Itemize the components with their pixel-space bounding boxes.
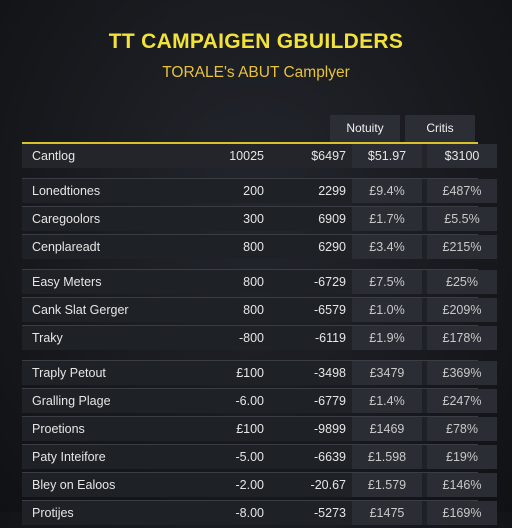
table-row[interactable]: Bley on Ealoos -2.00 -20.67 £1.579 £146% — [22, 472, 497, 497]
row-notuity: £1.9% — [352, 326, 422, 350]
row-critis: £5.5% — [427, 207, 497, 231]
row-value-1: 200 — [243, 184, 264, 198]
row-critis: £369% — [427, 361, 497, 385]
column-header-notuity[interactable]: Notuity — [330, 115, 400, 142]
row-name: Easy Meters — [32, 275, 102, 289]
row-value-1: 300 — [243, 212, 264, 226]
row-name: Caregoolors — [32, 212, 101, 226]
row-name: Cantlog — [32, 149, 76, 163]
page-title: TT CAMPAIGEN GBUILDERS — [108, 30, 404, 53]
row-value-2: $6497 — [311, 149, 346, 163]
row-value-2: -6639 — [314, 450, 346, 464]
row-name: Proetions — [32, 422, 85, 436]
table-row[interactable]: Lonedtiones 200 2299 £9.4% £487% — [22, 178, 497, 203]
row-value-2: -3498 — [314, 366, 346, 380]
row-value-2: -20.67 — [310, 478, 346, 492]
table-row[interactable]: Cenplareadt 800 6290 £3.4% £215% — [22, 234, 497, 259]
row-name: Gralling Plage — [32, 394, 111, 408]
row-notuity: £1.7% — [352, 207, 422, 231]
row-notuity: £1.4% — [352, 389, 422, 413]
row-value-1: -5.00 — [235, 450, 265, 464]
row-notuity: £1.0% — [352, 298, 422, 322]
row-value-2: -9899 — [314, 422, 346, 436]
data-table: Cantlog 10025 $6497 $51.97 $3100 Lonedtiones 2… — [22, 142, 497, 528]
table-row[interactable]: Easy Meters 800 -6729 £7.5% £25% — [22, 269, 497, 294]
row-value-1: -6.00 — [235, 394, 265, 408]
row-critis: £78% — [427, 417, 497, 441]
row-name: Cank Slat Gerger — [32, 303, 129, 317]
row-value-2: 6290 — [318, 240, 346, 254]
table-row[interactable]: Gralling Plage -6.00 -6779 £1.4% £247% — [22, 388, 497, 413]
row-value-1: -800 — [238, 331, 264, 345]
row-name: Traply Petout — [32, 366, 106, 380]
row-critis: £209% — [427, 298, 497, 322]
row-notuity: £1475 — [352, 501, 422, 525]
row-name: Lonedtiones — [32, 184, 101, 198]
row-value-1: 10025 — [229, 149, 264, 163]
row-critis: $3100 — [427, 144, 497, 168]
row-value-2: -6119 — [314, 331, 346, 345]
row-value-2: -6579 — [314, 303, 346, 317]
table-row[interactable]: Traky -800 -6119 £1.9% £178% — [22, 325, 497, 350]
row-value-1: -8.00 — [235, 506, 265, 520]
row-critis: £146% — [427, 473, 497, 497]
row-notuity: £1469 — [352, 417, 422, 441]
row-value-1: -2.00 — [235, 478, 265, 492]
row-critis: £215% — [427, 235, 497, 259]
row-notuity: £3.4% — [352, 235, 422, 259]
row-notuity: £7.5% — [352, 270, 422, 294]
row-notuity: $51.97 — [352, 144, 422, 168]
row-name: Traky — [32, 331, 63, 345]
row-value-1: £100 — [236, 366, 264, 380]
row-value-2: -5273 — [314, 506, 346, 520]
table-row[interactable]: Caregoolors 300 6909 £1.7% £5.5% — [22, 206, 497, 231]
row-critis: £247% — [427, 389, 497, 413]
row-critis: £487% — [427, 179, 497, 203]
row-value-2: 2299 — [318, 184, 346, 198]
row-name: Cenplareadt — [32, 240, 101, 254]
row-critis: £25% — [427, 270, 497, 294]
row-name: Bley on Ealoos — [32, 478, 116, 492]
row-value-1: 800 — [243, 240, 264, 254]
row-value-1: 800 — [243, 303, 264, 317]
row-critis: £169% — [427, 501, 497, 525]
row-value-1: 800 — [243, 275, 264, 289]
table-row[interactable]: Cantlog 10025 $6497 $51.97 $3100 — [22, 142, 497, 168]
row-critis: £178% — [427, 326, 497, 350]
row-notuity: £1.598 — [352, 445, 422, 469]
table-row[interactable]: Paty Inteifore -5.00 -6639 £1.598 £19% — [22, 444, 497, 469]
row-notuity: £3479 — [352, 361, 422, 385]
row-value-1: £100 — [236, 422, 264, 436]
table-row[interactable]: Cank Slat Gerger 800 -6579 £1.0% £209% — [22, 297, 497, 322]
table-row[interactable]: Proetions £100 -9899 £1469 £78% — [22, 416, 497, 441]
table-row[interactable]: Traply Petout £100 -3498 £3479 £369% — [22, 360, 497, 385]
row-value-2: 6909 — [318, 212, 346, 226]
table-row[interactable]: Protijes -8.00 -5273 £1475 £169% — [22, 500, 497, 525]
row-value-2: -6779 — [314, 394, 346, 408]
row-critis: £19% — [427, 445, 497, 469]
row-notuity: £1.579 — [352, 473, 422, 497]
column-header-critis[interactable]: Critis — [405, 115, 475, 142]
page-subtitle: TORALE's ABUT Camplyer — [162, 64, 350, 81]
row-notuity: £9.4% — [352, 179, 422, 203]
row-name: Paty Inteifore — [32, 450, 106, 464]
row-value-2: -6729 — [314, 275, 346, 289]
row-name: Protijes — [32, 506, 74, 520]
